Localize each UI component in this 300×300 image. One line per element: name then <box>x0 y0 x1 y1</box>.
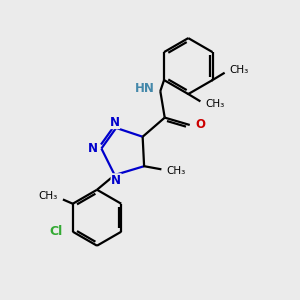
Text: CH₃: CH₃ <box>39 191 58 201</box>
Text: N: N <box>111 174 121 187</box>
Text: HN: HN <box>134 82 154 95</box>
Text: CH₃: CH₃ <box>230 65 249 75</box>
Text: CH₃: CH₃ <box>206 99 225 110</box>
Text: Cl: Cl <box>49 225 62 238</box>
Text: CH₃: CH₃ <box>166 166 185 176</box>
Text: O: O <box>195 118 205 131</box>
Text: N: N <box>88 142 98 155</box>
Text: N: N <box>110 116 120 128</box>
